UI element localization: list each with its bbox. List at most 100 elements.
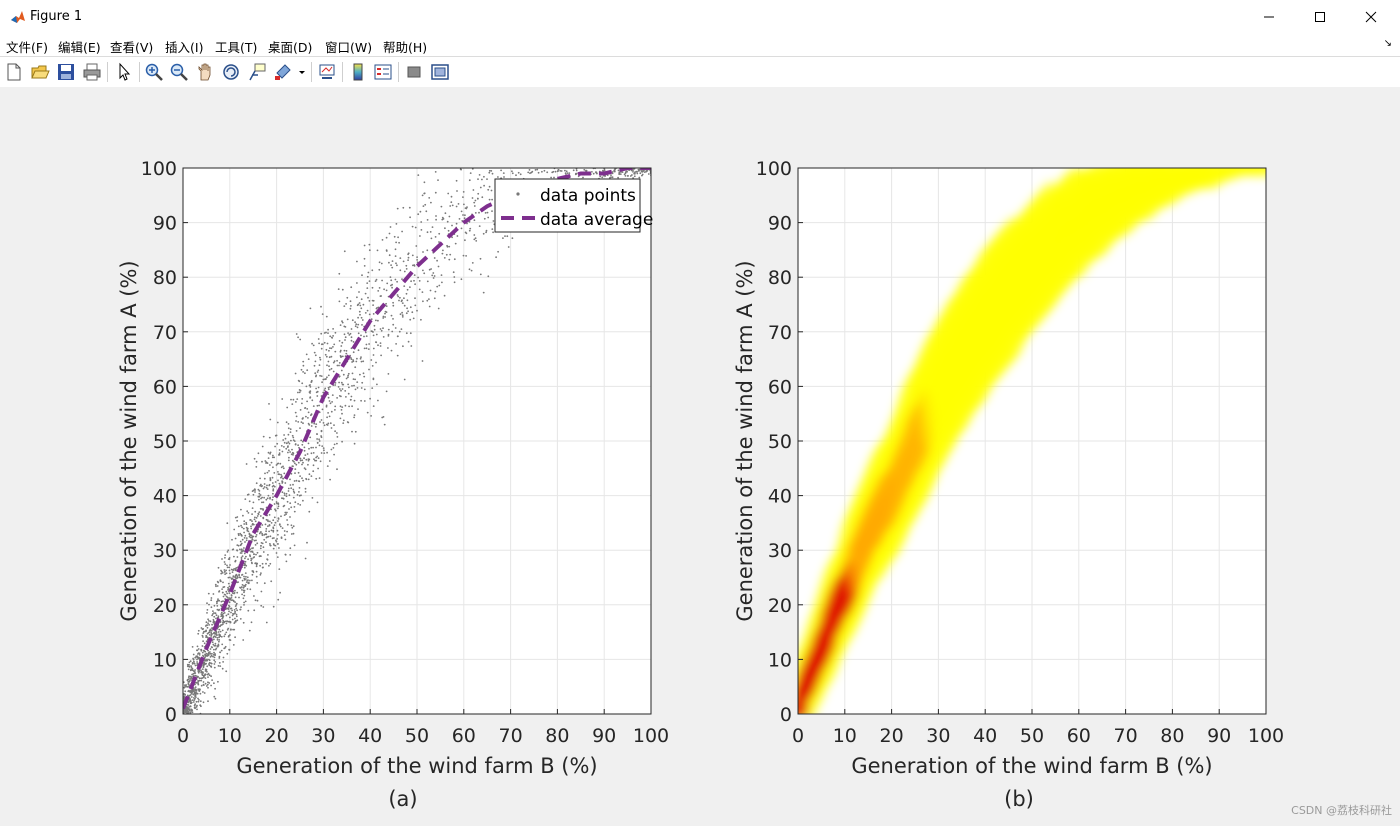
menu-desktop[interactable]: 桌面(D): [268, 40, 313, 55]
new-figure-icon[interactable]: [4, 62, 24, 82]
show-plot-tools-icon[interactable]: [430, 62, 450, 82]
menu-help[interactable]: 帮助(H): [383, 40, 428, 55]
scatter-point: [413, 274, 416, 276]
scatter-point: [369, 397, 371, 400]
menu-view[interactable]: 查看(V): [110, 40, 154, 55]
zoom-in-icon[interactable]: [144, 62, 164, 82]
scatter-point: [292, 436, 295, 439]
scatter-point: [315, 423, 318, 425]
scatter-point: [417, 213, 420, 216]
scatter-point: [334, 350, 337, 353]
scatter-point: [190, 690, 192, 692]
scatter-point: [215, 647, 218, 650]
toolbar-separator: [139, 62, 140, 82]
close-button[interactable]: [1348, 0, 1394, 34]
scatter-point: [363, 375, 366, 378]
scatter-point: [266, 462, 269, 464]
scatter-point: [246, 588, 249, 590]
scatter-point: [381, 279, 383, 282]
minimize-button[interactable]: [1246, 0, 1292, 34]
brush-dropdown-icon[interactable]: [297, 62, 307, 82]
scatter-point: [378, 261, 381, 264]
scatter-point: [358, 310, 361, 313]
scatter-point: [446, 244, 448, 247]
scatter-point: [188, 680, 191, 683]
scatter-point: [303, 467, 306, 469]
scatter-point: [460, 278, 463, 281]
open-file-icon[interactable]: [30, 62, 50, 82]
scatter-point: [333, 343, 336, 346]
scatter-point: [222, 623, 224, 625]
scatter-point: [273, 537, 275, 539]
scatter-point: [262, 566, 264, 569]
menu-insert[interactable]: 插入(I): [165, 40, 204, 55]
scatter-point: [218, 633, 221, 636]
scatter-point: [634, 172, 636, 175]
scatter-point: [356, 260, 358, 263]
scatter-point: [274, 481, 277, 483]
scatter-point: [438, 232, 441, 235]
scatter-point: [372, 304, 374, 306]
scatter-point: [265, 562, 267, 565]
x-tick-label: 80: [545, 725, 569, 747]
scatter-point: [410, 280, 412, 283]
scatter-point: [240, 556, 243, 559]
scatter-point: [270, 461, 273, 464]
scatter-point: [299, 389, 302, 392]
print-icon[interactable]: [82, 62, 102, 82]
scatter-point: [207, 686, 209, 689]
scatter-point: [278, 482, 281, 485]
scatter-point: [187, 668, 190, 671]
maximize-button[interactable]: [1297, 0, 1343, 34]
scatter-point: [207, 622, 210, 625]
scatter-point: [322, 378, 325, 381]
scatter-point: [406, 299, 409, 302]
scatter-point: [438, 284, 441, 287]
save-icon[interactable]: [56, 62, 76, 82]
scatter-point: [290, 533, 293, 535]
hide-plot-tools-icon[interactable]: [404, 62, 424, 82]
pan-icon[interactable]: [195, 62, 215, 82]
scatter-point: [278, 524, 281, 526]
scatter-point: [188, 694, 191, 697]
rotate-3d-icon[interactable]: [221, 62, 241, 82]
scatter-point: [372, 377, 375, 380]
scatter-point: [393, 235, 396, 238]
scatter-point: [224, 554, 227, 556]
scatter-point: [313, 422, 316, 425]
scatter-point: [201, 677, 204, 679]
scatter-point: [202, 636, 204, 638]
scatter-point: [305, 477, 307, 480]
colorbar-icon[interactable]: [348, 62, 368, 82]
scatter-point: [351, 405, 353, 408]
brush-icon[interactable]: [273, 62, 293, 82]
menu-window[interactable]: 窗口(W): [325, 40, 373, 55]
scatter-point: [356, 381, 359, 383]
scatter-point: [329, 386, 331, 388]
zoom-out-icon[interactable]: [169, 62, 189, 82]
scatter-point: [194, 697, 196, 700]
menu-edit[interactable]: 编辑(E): [58, 40, 101, 55]
data-cursor-icon[interactable]: [247, 62, 267, 82]
pointer-icon[interactable]: [114, 62, 134, 82]
scatter-point: [228, 592, 231, 594]
scatter-point: [186, 665, 189, 668]
scatter-point: [252, 489, 255, 492]
scatter-point: [184, 684, 186, 687]
scatter-point: [428, 298, 430, 300]
scatter-point: [245, 581, 248, 583]
scatter-point: [218, 599, 221, 602]
link-plot-icon[interactable]: [317, 62, 337, 82]
menu-tools[interactable]: 工具(T): [215, 40, 258, 55]
scatter-point: [302, 440, 304, 443]
scatter-point: [414, 226, 417, 229]
scatter-point: [483, 217, 486, 220]
scatter-point: [211, 614, 214, 617]
scatter-point: [225, 572, 228, 575]
scatter-point: [240, 548, 243, 551]
scatter-point: [360, 307, 363, 310]
scatter-point: [293, 510, 296, 513]
dock-arrow-icon[interactable]: ↘: [1383, 38, 1392, 49]
legend-icon[interactable]: [373, 62, 393, 82]
menu-file[interactable]: 文件(F): [6, 40, 48, 55]
